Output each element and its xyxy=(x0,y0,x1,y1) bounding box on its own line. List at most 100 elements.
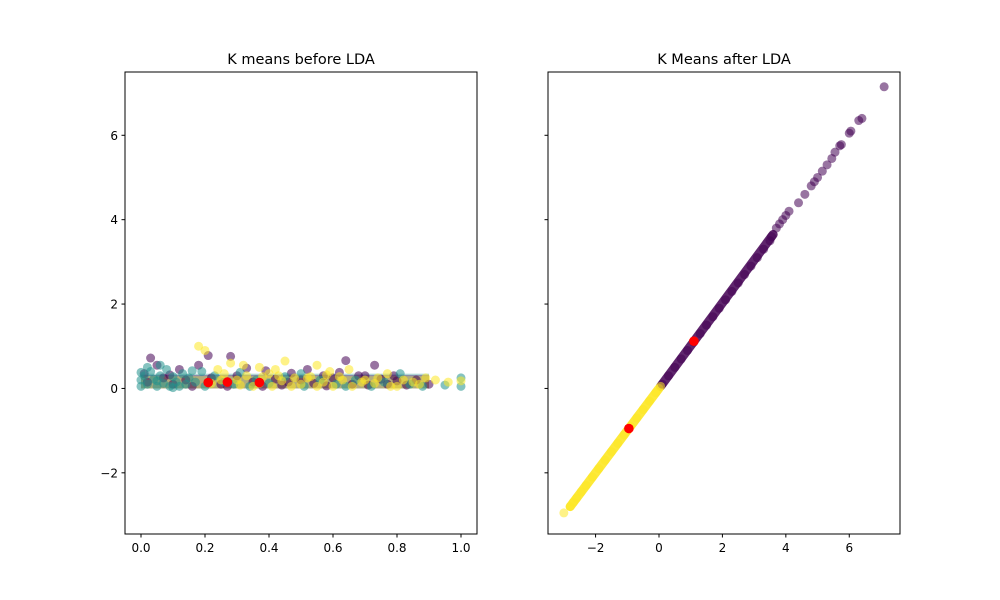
scatter-point-series-1 xyxy=(594,464,604,474)
scatter-point-series-1 xyxy=(651,388,661,398)
scatter-point-series-1 xyxy=(576,487,586,497)
scatter-point-series-2 xyxy=(382,369,392,379)
scatter-point-series-1 xyxy=(600,455,610,465)
scatter-point-series-1 xyxy=(379,377,389,387)
y-tick-label: −2 xyxy=(100,466,118,480)
scatter-point-series-2 xyxy=(226,358,236,368)
x-tick-label: 2 xyxy=(719,541,727,555)
scatter-point-series-2 xyxy=(328,381,338,391)
scatter-point-series-1 xyxy=(559,508,569,518)
scatter-point-series-0 xyxy=(740,270,750,280)
scatter-point-series-2 xyxy=(430,375,440,385)
scatter-point-series-1 xyxy=(152,376,162,386)
scatter-point-series-1 xyxy=(197,367,207,377)
x-tick-label: 0.0 xyxy=(131,541,150,555)
scatter-point-series-2 xyxy=(443,377,453,387)
scatter-point-series-0 xyxy=(817,166,827,176)
x-tick-label: 0 xyxy=(655,541,663,555)
scatter-point-series-0 xyxy=(767,232,777,242)
scatter-point-series-1 xyxy=(187,366,197,376)
scatter-point-series-0 xyxy=(670,362,680,372)
scatter-point-series-0 xyxy=(830,147,840,157)
scatter-point-series-0 xyxy=(721,295,731,305)
x-tick-label: 0.4 xyxy=(259,541,278,555)
y-tick-label: 0 xyxy=(110,382,118,396)
scatter-point-series-2 xyxy=(290,373,300,383)
scatter-point-series-1 xyxy=(142,362,152,372)
scatter-point-series-2 xyxy=(267,381,277,391)
scatter-point-series-0 xyxy=(341,356,351,366)
kmeans-after-lda-panel: K Means after LDA −2 0 2 4 6 xyxy=(544,52,901,555)
scatter-point-series-2 xyxy=(286,381,296,391)
x-tick-label: 1.0 xyxy=(451,541,470,555)
scatter-point-series-1 xyxy=(656,381,666,391)
scatter-point-series-1 xyxy=(587,472,597,482)
scatter-point-series-2 xyxy=(456,376,466,386)
scatter-point-series-0 xyxy=(226,351,236,361)
scatter-point-series-1 xyxy=(296,369,306,379)
scatter-point-series-0 xyxy=(794,198,804,208)
scatter-point-series-0 xyxy=(759,244,769,254)
scatter-point-series-0 xyxy=(800,189,810,199)
scatter-point-series-1 xyxy=(581,480,591,490)
scatter-point-series-2 xyxy=(398,375,408,385)
scatter-point-series-1 xyxy=(168,383,178,393)
scatter-point-series-0 xyxy=(836,140,846,150)
scatter-point-series-2 xyxy=(280,356,290,366)
scatter-point-series-1 xyxy=(632,413,642,423)
scatter-point-series-1 xyxy=(184,373,194,383)
y-tick-label: 4 xyxy=(110,213,118,227)
scatter-point-series-2 xyxy=(312,360,322,370)
y-axis xyxy=(544,134,548,474)
scatter-point-series-0 xyxy=(676,354,686,364)
scatter-point-series-1 xyxy=(162,364,172,374)
scatter-point-series-0 xyxy=(846,126,856,136)
scatter-point-series-0 xyxy=(370,360,380,370)
scatter-point-series-2 xyxy=(213,364,223,374)
x-tick-label: 0.6 xyxy=(323,541,342,555)
scatter-point-series-2 xyxy=(277,376,287,386)
scatter-point-series-2 xyxy=(344,364,354,374)
scatter-point-series-0 xyxy=(695,329,705,339)
scatter-point-series-1 xyxy=(155,360,165,370)
y-tick-label: 2 xyxy=(110,298,118,312)
scatter-point-series-0 xyxy=(302,364,312,374)
x-axis: −2 0 2 4 6 xyxy=(587,534,853,555)
scatter-point-series-0 xyxy=(733,278,743,288)
scatter-point-series-1 xyxy=(606,447,616,457)
scatter-point-series-0 xyxy=(746,261,756,271)
scatter-point-series-2 xyxy=(318,377,328,387)
scatter-point-series-2 xyxy=(194,341,204,351)
scatter-point-series-0 xyxy=(708,312,718,322)
scatter-point-series-0 xyxy=(857,113,867,123)
scatter-point-series-2 xyxy=(312,381,322,391)
scatter-point-series-2 xyxy=(392,381,402,391)
scatter-point-series-1 xyxy=(190,377,200,387)
scatter-point-series-2 xyxy=(360,375,370,385)
centroid-marker xyxy=(254,377,265,388)
scatter-point-series-0 xyxy=(702,320,712,330)
plot-frame xyxy=(547,71,901,535)
scatter-point-series-0 xyxy=(784,206,794,216)
scatter-point-series-0 xyxy=(822,160,832,170)
x-tick-label: 6 xyxy=(845,541,853,555)
scatter-point-series-2 xyxy=(235,380,245,390)
scatter-point-series-1 xyxy=(644,396,654,406)
y-axis: −2 0 2 4 6 xyxy=(100,129,125,480)
plot-frame xyxy=(124,71,478,535)
scatter-point-series-2 xyxy=(270,364,280,374)
scatter-point-series-2 xyxy=(302,373,312,383)
centroid-markers xyxy=(203,377,265,388)
centroid-marker xyxy=(222,377,233,387)
scatter-point-series-2 xyxy=(242,371,252,381)
scatter-point-series-0 xyxy=(664,371,674,381)
x-axis: 0.0 0.2 0.4 0.6 0.8 1.0 xyxy=(131,534,471,555)
scatter-point-series-0 xyxy=(683,345,693,355)
scatter-point-series-2 xyxy=(386,381,396,391)
scatter-point-series-0 xyxy=(813,172,823,182)
scatter-point-series-2 xyxy=(334,372,344,382)
scatter-point-series-1 xyxy=(139,371,149,381)
scatter-point-series-0 xyxy=(879,82,889,92)
chart-title: K Means after LDA xyxy=(657,52,791,68)
